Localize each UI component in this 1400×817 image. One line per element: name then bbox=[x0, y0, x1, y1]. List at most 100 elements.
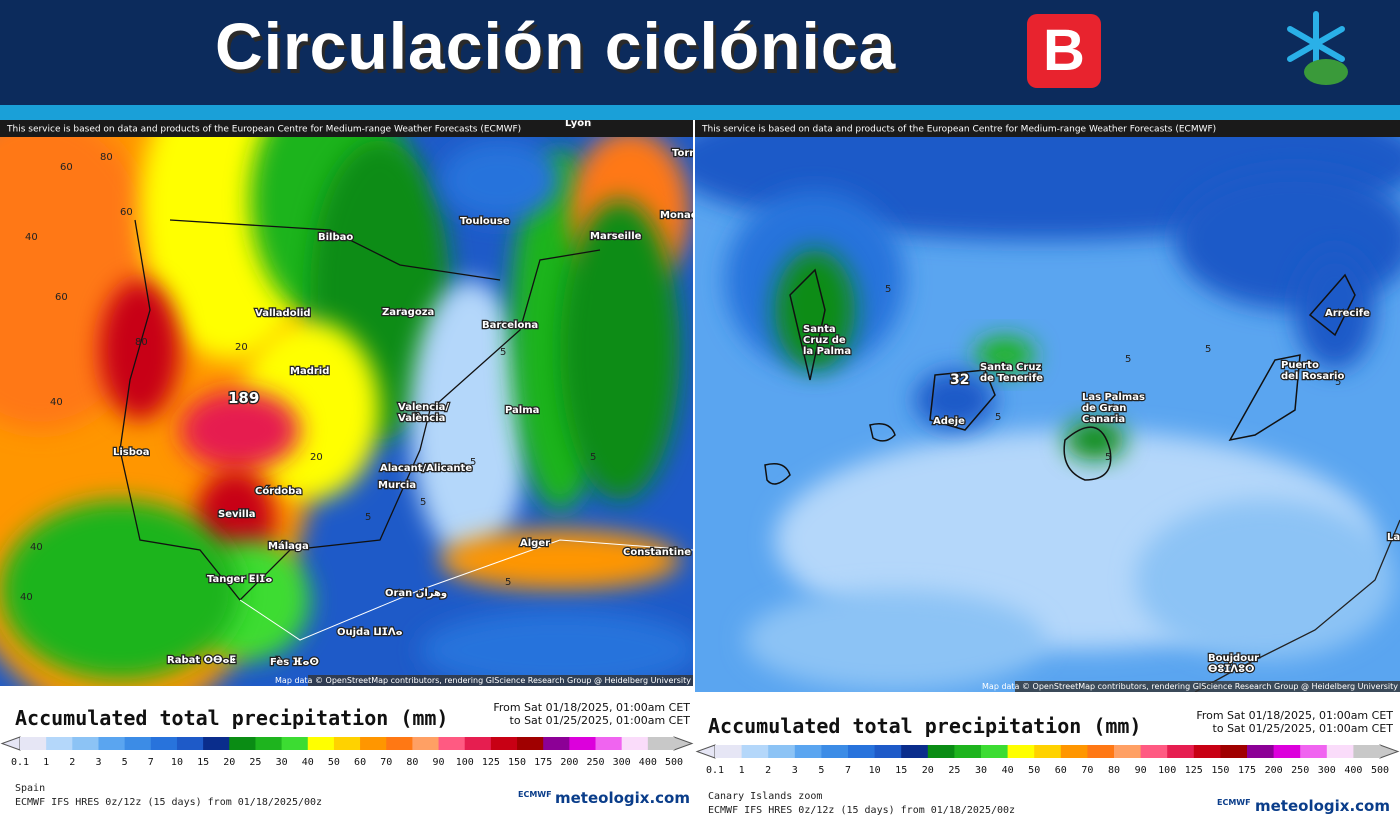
legend-swatch bbox=[874, 745, 902, 758]
legend-tick: 20 bbox=[922, 765, 934, 776]
model: ECMWF IFS HRES 0z/12z (15 days) from 01/… bbox=[708, 805, 1016, 816]
legend-scale: 0.1 1 2 3 5 7 10 15 20 25 30 40 50 60 70 80 90 100 125 150 1… bbox=[0, 736, 694, 768]
precip-area bbox=[560, 200, 680, 500]
legend-tick: 5 bbox=[122, 757, 128, 768]
legend-tick: 10 bbox=[869, 765, 881, 776]
legend-tick: 30 bbox=[975, 765, 987, 776]
legend-tick: 50 bbox=[328, 757, 340, 768]
legend-tick: 150 bbox=[1211, 765, 1229, 776]
legend-swatch bbox=[981, 745, 1009, 758]
legend-swatch bbox=[927, 745, 955, 758]
place-label: Madrid bbox=[290, 366, 329, 377]
legend-swatch bbox=[1326, 745, 1354, 758]
contour-label: 40 bbox=[20, 592, 33, 603]
contour-label: 40 bbox=[25, 232, 38, 243]
precip-area bbox=[420, 610, 693, 686]
legend-tick: 175 bbox=[534, 757, 552, 768]
contour-label: 5 bbox=[365, 512, 371, 523]
legend-swatch bbox=[1034, 745, 1062, 758]
legend-tick: 60 bbox=[1055, 765, 1067, 776]
legend-swatch bbox=[901, 745, 929, 758]
legend-to: to Sat 01/25/2025, 01:00am CET bbox=[509, 714, 690, 727]
contour-label: 5 bbox=[505, 577, 511, 588]
legend-tick: 100 bbox=[456, 757, 474, 768]
legend-swatch bbox=[1300, 745, 1328, 758]
contour-label: 40 bbox=[50, 397, 63, 408]
legend-to: to Sat 01/25/2025, 01:00am CET bbox=[1212, 722, 1393, 735]
place-label: Bilbao bbox=[318, 232, 353, 243]
map-canarias[interactable]: This service is based on data and produc… bbox=[695, 120, 1400, 692]
legend-tick: 2 bbox=[69, 757, 75, 768]
legend-swatch bbox=[1353, 745, 1381, 758]
legend-swatch bbox=[715, 745, 743, 758]
legend-tick: 175 bbox=[1238, 765, 1256, 776]
legend-arrow-left bbox=[0, 736, 21, 751]
legend-scale: 0.1 1 2 3 5 7 10 15 20 25 30 40 50 60 70 80 90 100 125 150 1… bbox=[695, 744, 1400, 776]
island-coast bbox=[869, 423, 896, 442]
contour-label: 60 bbox=[60, 162, 73, 173]
legend-tick: 0.1 bbox=[11, 757, 29, 768]
place-label: Torr bbox=[672, 148, 693, 159]
coastline bbox=[119, 219, 601, 601]
place-label: Adeje bbox=[933, 416, 965, 427]
legend-swatch bbox=[98, 737, 126, 750]
place-label: Oran وهران bbox=[385, 588, 447, 599]
map-spain[interactable]: This service is based on data and produc… bbox=[0, 120, 693, 686]
legend-tick: 70 bbox=[1081, 765, 1093, 776]
contour-label: 5 bbox=[1125, 354, 1131, 365]
island-coast bbox=[1063, 426, 1112, 481]
meteologix-logo[interactable]: meteologix.com bbox=[1255, 797, 1390, 815]
place-label: Cruz de bbox=[803, 335, 846, 346]
precip-area bbox=[1065, 420, 1125, 460]
contour-label: 40 bbox=[30, 542, 43, 553]
legend-swatch bbox=[821, 745, 849, 758]
coastline bbox=[239, 539, 693, 641]
precip-area bbox=[410, 280, 530, 560]
place-label: Arrecife bbox=[1325, 308, 1370, 319]
legend-tick: 300 bbox=[613, 757, 631, 768]
contour-label: 5 bbox=[590, 452, 596, 463]
place-label: Valencia/ bbox=[398, 402, 449, 413]
place-label: Sevilla bbox=[218, 509, 256, 520]
legend-swatch bbox=[412, 737, 440, 750]
place-label: del Rosario bbox=[1281, 371, 1344, 382]
max-value: 32 bbox=[950, 372, 969, 388]
precip-area bbox=[1135, 500, 1395, 660]
legend-swatch bbox=[229, 737, 256, 750]
legend-tick: 1 bbox=[739, 765, 745, 776]
place-label: Lisboa bbox=[113, 447, 150, 458]
precip-area bbox=[775, 250, 855, 370]
place-label: ⴱⵓⵊⴷⵓⵔ bbox=[1208, 664, 1254, 675]
place-label: Lyon bbox=[565, 120, 591, 129]
legend-tick: 50 bbox=[1028, 765, 1040, 776]
legend-swatch bbox=[1087, 745, 1115, 758]
legend-swatch bbox=[954, 745, 982, 758]
legend-tick: 150 bbox=[508, 757, 526, 768]
contour-label: 60 bbox=[55, 292, 68, 303]
legend-tick: 2 bbox=[765, 765, 771, 776]
legend-swatch bbox=[1193, 745, 1221, 758]
place-label: Córdoba bbox=[255, 485, 302, 497]
contour-label: 20 bbox=[235, 342, 248, 353]
meteologix-logo[interactable]: meteologix.com bbox=[555, 789, 690, 807]
place-label: Alger bbox=[520, 538, 550, 549]
legend-tick: 60 bbox=[354, 757, 366, 768]
legend-tick: 250 bbox=[1291, 765, 1309, 776]
legend-title: Accumulated total precipitation (mm) bbox=[15, 706, 449, 730]
header: Circulación ciclónica B bbox=[0, 0, 1400, 105]
legend-swatch bbox=[464, 737, 492, 750]
legend-swatch bbox=[176, 737, 204, 750]
attribution-bar bbox=[0, 120, 693, 137]
legend-swatch bbox=[1273, 745, 1301, 758]
island-coast bbox=[1308, 273, 1356, 337]
legend-swatch bbox=[1140, 745, 1168, 758]
contour-label: 5 bbox=[1335, 377, 1341, 388]
place-label: Málaga bbox=[268, 540, 309, 552]
place-label: la Palma bbox=[803, 346, 851, 357]
precip-area bbox=[1295, 250, 1375, 370]
title: Circulación ciclónica bbox=[215, 9, 897, 83]
contour-label: 5 bbox=[995, 412, 1001, 423]
legend-swatch bbox=[203, 737, 230, 750]
precip-area bbox=[975, 337, 1035, 373]
contour-label: 5 bbox=[1105, 452, 1111, 463]
